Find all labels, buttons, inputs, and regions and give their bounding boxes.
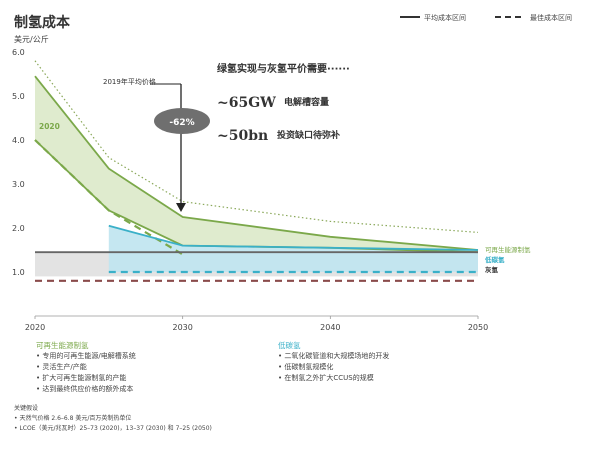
list-item: • LCOE（美元/兆瓦时）25–73 (2020)，13–37 (2030) … xyxy=(14,425,212,432)
label-grey: 灰氢 xyxy=(485,265,499,274)
lowcarbon-notes-heading: 低碳氢 xyxy=(278,341,301,350)
key-assumptions: 关键假设 • 天然气价格 2.6–6.8 美元/百万英制热单位 • LCOE（美… xyxy=(14,404,212,434)
chart-title: 制氢成本 xyxy=(14,14,71,31)
avg-2019-label: 2019年平均价格 xyxy=(103,77,156,86)
investment-figure: ~50bn xyxy=(217,128,268,144)
renewable-range-fill xyxy=(35,76,478,253)
list-item: • 在制氢之外扩大CCUS的规模 xyxy=(278,374,374,382)
series-line-green-avg-upper xyxy=(34,75,479,251)
x-tick-labels: 2020 2030 2040 2050 xyxy=(25,316,488,332)
investment-desc: 投资缺口待弥补 xyxy=(277,129,340,141)
y-tick-label: 3.0 xyxy=(12,180,25,189)
list-item: • 专用的可再生能源/电解槽系统 xyxy=(36,352,136,360)
x-tick-label: 2030 xyxy=(172,323,192,332)
reduction-arrow-head xyxy=(176,203,186,212)
y-tick-label: 5.0 xyxy=(12,92,25,101)
renewable-notes-heading: 可再生能源制氢 xyxy=(36,341,89,350)
label-lowcarbon: 低碳氢 xyxy=(484,255,505,264)
list-item: • 低碳制氢规模化 xyxy=(278,363,334,371)
renewable-notes: 可再生能源制氢 • 专用的可再生能源/电解槽系统 • 灵活生产/产能 • 扩大可… xyxy=(36,340,136,395)
capacity-desc: 电解槽容量 xyxy=(284,96,329,108)
y-tick-label: 6.0 xyxy=(12,48,25,57)
legend-best-label: 最佳成本区间 xyxy=(530,13,572,22)
list-item: • 灵活生产/产能 xyxy=(36,363,87,371)
capacity-figure: ~65GW xyxy=(217,95,276,111)
series-line-blue-avg-upper xyxy=(108,224,479,251)
year-2020-tag: 2020 xyxy=(39,122,60,131)
parity-headline: 绿氢实现与灰氢平价需要······ xyxy=(217,62,350,75)
reduction-badge xyxy=(154,108,210,134)
series-lines xyxy=(34,60,479,282)
assumptions-heading: 关键假设 xyxy=(14,405,39,412)
list-item: • 天然气价格 2.6–6.8 美元/百万英制热单位 xyxy=(14,415,132,422)
x-tick-label: 2020 xyxy=(25,323,45,332)
lowcarbon-range-fill xyxy=(108,225,479,272)
list-item: • 二氧化碳管道和大规模场地的开发 xyxy=(278,352,390,360)
reduction-badge-text: -62% xyxy=(169,118,194,128)
x-tick-label: 2040 xyxy=(320,323,340,332)
y-tick-labels: 1.0 2.0 3.0 4.0 5.0 6.0 xyxy=(12,48,25,277)
list-item: • 扩大可再生能源制氢的产能 xyxy=(36,374,127,382)
x-tick-label: 2050 xyxy=(468,323,488,332)
y-tick-label: 1.0 xyxy=(12,268,25,277)
label-renewable: 可再生能源制氢 xyxy=(485,245,531,254)
series-line-green-upper-dotted xyxy=(34,60,479,233)
lowcarbon-notes: 低碳氢 • 二氧化碳管道和大规模场地的开发 • 低碳制氢规模化 • 在制氢之外扩… xyxy=(278,340,389,384)
list-item: • 达到最终供应价格的额外成本 xyxy=(36,385,134,393)
y-tick-label: 2.0 xyxy=(12,224,25,233)
legend-avg-label: 平均成本区间 xyxy=(424,13,466,22)
y-tick-label: 4.0 xyxy=(12,136,25,145)
y-axis-unit: 美元/公斤 xyxy=(14,34,49,44)
